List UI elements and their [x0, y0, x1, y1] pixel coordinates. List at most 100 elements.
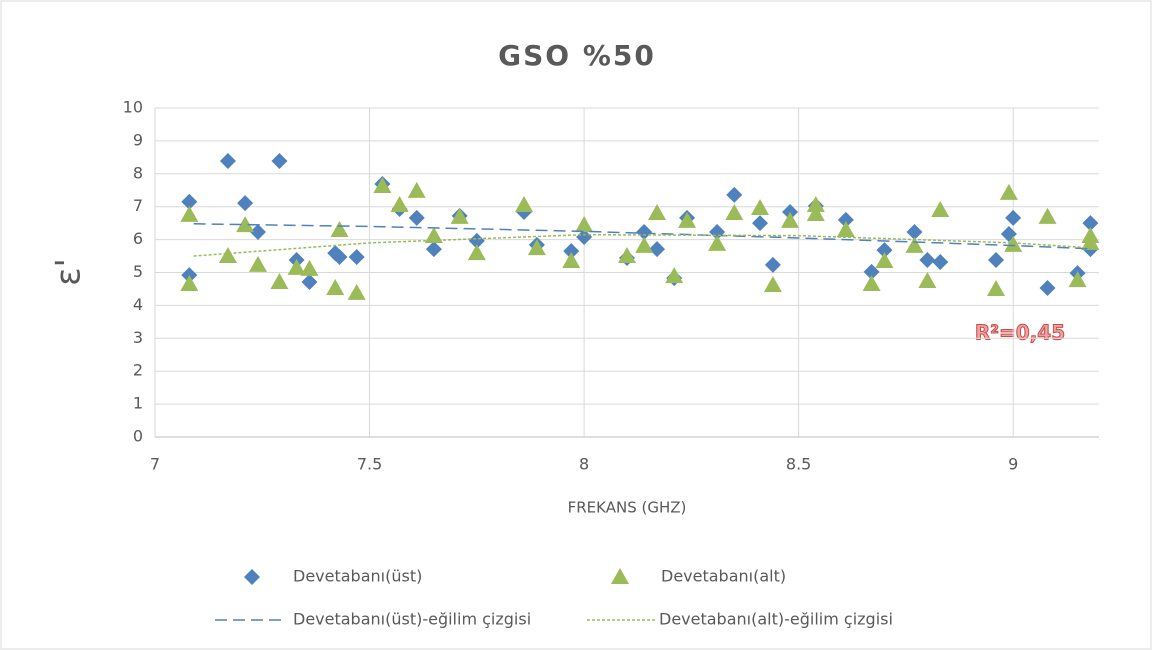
data-point — [330, 221, 349, 238]
data-point — [348, 249, 365, 266]
data-point — [515, 196, 534, 213]
y-tick-label: 3 — [133, 328, 143, 347]
data-point — [300, 259, 319, 276]
data-point — [180, 205, 199, 222]
data-point — [918, 272, 937, 289]
x-tick-label: 7.5 — [357, 455, 382, 474]
trendline — [193, 223, 1091, 250]
data-point — [326, 278, 345, 295]
data-point — [219, 152, 236, 169]
data-point — [988, 251, 1005, 268]
data-point — [906, 224, 923, 241]
data-point — [837, 211, 854, 228]
x-tick-label: 8 — [579, 455, 589, 474]
data-point — [932, 253, 949, 270]
data-point — [331, 249, 348, 266]
annotation: R²=0,45 — [975, 321, 1065, 345]
trendline — [193, 233, 1091, 257]
data-point — [373, 176, 392, 193]
data-point — [271, 152, 288, 169]
y-tick-label: 9 — [133, 130, 143, 149]
data-point — [1005, 209, 1022, 226]
data-point — [618, 247, 636, 264]
data-point — [237, 195, 254, 212]
data-point — [1068, 271, 1087, 288]
y-tick-label: 5 — [133, 262, 143, 281]
legend-marker — [244, 569, 260, 585]
data-point — [751, 199, 770, 216]
data-point — [1004, 235, 1023, 252]
x-tick-label: 9 — [1008, 455, 1018, 474]
data-point — [931, 200, 950, 217]
y-tick-label: 4 — [133, 295, 143, 314]
y-tick-label: 2 — [133, 361, 143, 380]
y-tick-label: 10 — [123, 98, 143, 117]
x-tick-label: 7 — [150, 455, 160, 474]
data-point — [563, 243, 580, 260]
data-point — [708, 234, 727, 251]
y-tick-label: 8 — [133, 163, 143, 182]
data-point — [635, 236, 654, 253]
data-point — [249, 224, 266, 241]
x-axis-label: FREKANS (GHZ) — [568, 499, 687, 517]
data-point — [301, 274, 318, 291]
x-tick-label: 8.5 — [786, 455, 811, 474]
data-point — [236, 216, 255, 233]
data-point — [836, 221, 855, 238]
data-point — [726, 186, 743, 203]
data-point — [725, 203, 744, 220]
data-point — [1082, 215, 1099, 232]
data-point — [467, 244, 486, 261]
y-axis-label: ε' — [49, 258, 89, 286]
legend-marker — [611, 568, 629, 584]
data-point — [527, 239, 546, 256]
y-tick-label: 0 — [133, 427, 143, 446]
data-point — [665, 267, 684, 284]
data-point — [752, 215, 769, 232]
data-point — [678, 211, 697, 228]
data-point — [218, 247, 237, 264]
y-tick-label: 1 — [133, 394, 143, 413]
data-point — [287, 258, 306, 275]
data-point — [649, 241, 666, 258]
data-point — [764, 256, 781, 273]
data-point — [408, 209, 425, 226]
data-point — [763, 276, 782, 293]
legend-label: Devetabanı(alt) — [661, 567, 786, 586]
data-point — [781, 211, 800, 228]
legend-label: Devetabanı(üst) — [293, 567, 422, 586]
data-point — [181, 193, 198, 210]
data-point — [876, 242, 893, 259]
data-point — [987, 279, 1006, 296]
data-point — [806, 204, 825, 221]
data-point — [576, 228, 593, 245]
data-point — [424, 226, 443, 243]
data-point — [999, 183, 1018, 200]
data-point — [390, 196, 409, 213]
data-point — [450, 207, 469, 224]
data-point — [862, 275, 881, 292]
data-point — [248, 255, 267, 272]
data-point — [270, 273, 289, 290]
y-tick-label: 7 — [133, 196, 143, 215]
data-point — [919, 251, 936, 268]
data-point — [407, 181, 426, 198]
data-point — [1038, 207, 1057, 224]
y-tick-label: 6 — [133, 229, 143, 248]
data-point — [180, 275, 199, 292]
data-point — [1081, 233, 1100, 250]
data-point — [468, 232, 485, 249]
data-point — [806, 196, 825, 213]
data-point — [347, 283, 366, 300]
legend-label: Devetabanı(alt)-eğilim çizgisi — [659, 610, 893, 629]
data-point — [562, 251, 581, 268]
data-point — [1039, 279, 1056, 296]
data-point — [425, 241, 442, 258]
chart-title: GSO %50 — [498, 39, 656, 72]
legend-label: Devetabanı(üst)-eğilim çizgisi — [293, 610, 531, 629]
data-point — [575, 216, 594, 233]
data-point — [648, 203, 667, 220]
data-point — [636, 224, 653, 241]
